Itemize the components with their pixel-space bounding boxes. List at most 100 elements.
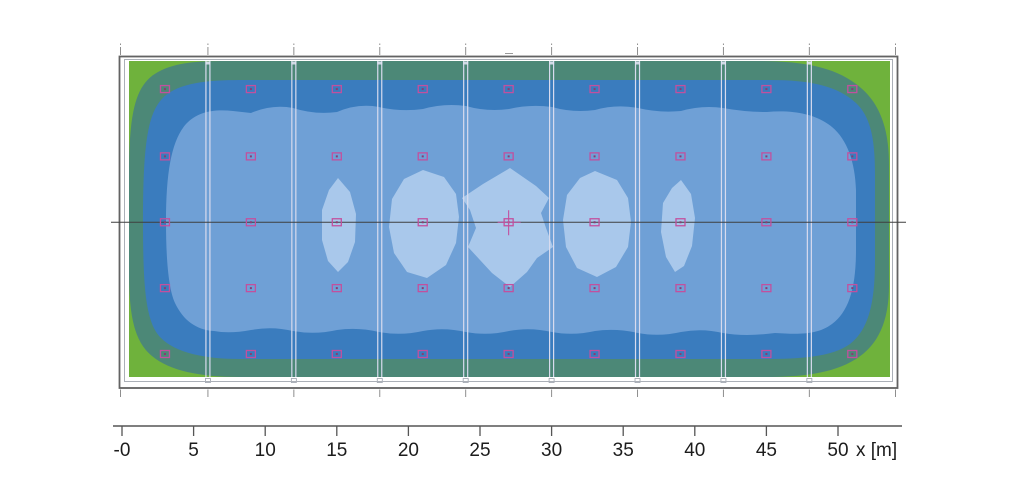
luminaire-center-dot: [421, 88, 424, 91]
luminaire-symbol: [761, 283, 772, 293]
luminaire-symbol: [589, 84, 600, 94]
luminaire-center-dot: [679, 287, 682, 290]
section-line-end-marker: [634, 378, 641, 383]
luminaire-symbol: [503, 349, 514, 359]
luminaire-symbol: [761, 152, 772, 161]
section-line-end-marker: [548, 378, 555, 383]
luminaire-center-dot: [765, 287, 768, 290]
luminaire-symbol: [589, 218, 600, 227]
luminaire-center-dot: [765, 221, 768, 224]
x-axis-tick-label: 45: [756, 440, 777, 461]
luminaire-symbol: [761, 84, 772, 94]
section-line: [720, 61, 727, 383]
section-line: [376, 61, 383, 383]
luminaire-center-dot: [765, 352, 768, 355]
contour-level-5-patch: [322, 178, 356, 272]
luminaire-center-dot: [593, 352, 596, 355]
luminaire-center-dot: [679, 352, 682, 355]
luminaire-center-dot: [851, 287, 854, 290]
luminaire-center-dot: [851, 88, 854, 91]
luminaire-center-dot: [249, 88, 252, 91]
contour-level-5-patch: [462, 168, 553, 287]
luminaire-symbol: [417, 283, 428, 293]
section-line-end-marker: [720, 378, 727, 383]
luminaire-center-dot: [163, 88, 166, 91]
luminaire-center-dot: [163, 221, 166, 224]
section-line: [548, 61, 555, 383]
luminaire-symbol: [417, 152, 428, 161]
room-wall-line: [124, 59, 893, 382]
luminaire-symbol: [589, 349, 600, 359]
luminaire-symbol: [331, 218, 342, 227]
x-axis-tick-label: 30: [541, 440, 562, 461]
section-line-top-cap: [806, 61, 812, 65]
luminaire-symbol: [761, 218, 772, 227]
luminaire-center-dot: [765, 155, 768, 158]
luminaire-center-dot: [335, 352, 338, 355]
luminaire-symbol: [331, 84, 342, 94]
x-axis-tick-label: 50: [827, 440, 848, 461]
luminaire-center-dot: [335, 221, 338, 224]
luminaire-center-dot: [335, 287, 338, 290]
luminaire-symbol: [245, 283, 257, 293]
luminaire-center-dot: [421, 155, 424, 158]
luminaire-symbol: [331, 152, 342, 161]
section-line-top-cap: [291, 61, 297, 65]
luminaire-symbol: [159, 152, 171, 161]
section-line: [205, 61, 211, 383]
x-axis-tick-label: 25: [469, 440, 490, 461]
luminaire-center-dot: [507, 352, 510, 355]
luminaire-symbol: [331, 349, 342, 359]
luminaire-symbol: [675, 349, 686, 359]
section-line-top-cap: [635, 61, 641, 65]
luminaire-symbol: [159, 84, 171, 94]
luminaire-symbol: [675, 283, 686, 293]
luminaire-symbol: [497, 210, 521, 236]
luminaire-symbol: [245, 152, 257, 161]
x-axis-tick-label: 5: [188, 440, 199, 461]
luminaire-symbol: [245, 349, 257, 359]
luminaire-center-dot: [507, 88, 510, 91]
luminaire-symbol: [159, 349, 171, 359]
luminaire-center-dot: [421, 221, 424, 224]
luminaire-symbol: [675, 84, 686, 94]
luminaire-center-dot: [679, 221, 682, 224]
luminaire-symbol: [847, 349, 858, 359]
x-axis-tick-label: 15: [326, 440, 347, 461]
luminaire-symbol: [159, 218, 171, 227]
luminaire-symbol: [417, 218, 428, 227]
luminaire-symbol: [847, 84, 858, 94]
luminaire-symbol: [159, 283, 171, 293]
luminaire-center-dot: [765, 88, 768, 91]
luminaire-symbol: [417, 349, 428, 359]
x-axis-unit-label: x [m]: [856, 440, 897, 461]
section-line-end-marker: [806, 378, 813, 383]
luminaire-symbol: [331, 283, 342, 293]
luminaire-center-dot: [593, 155, 596, 158]
section-lines: [205, 61, 813, 383]
section-line: [806, 61, 813, 383]
luminaire-center-dot: [851, 155, 854, 158]
luminaire-symbol: [245, 84, 257, 94]
luminaire-center-dot: [335, 155, 338, 158]
luminaire-symbol: [503, 152, 514, 161]
luminaire-center-dot: [421, 352, 424, 355]
x-axis-tick-label: -0: [114, 440, 131, 461]
luminaire-center-dot: [249, 352, 252, 355]
luminaire-center-dot: [163, 352, 166, 355]
luminaire-center-dot: [249, 221, 252, 224]
luminaire-center-dot: [421, 287, 424, 290]
luminaire-center-dot: [507, 287, 510, 290]
luminaire-center-dot: [593, 287, 596, 290]
section-line: [634, 61, 641, 383]
luminaire-center-dot: [851, 352, 854, 355]
luminaire-center-dot: [507, 155, 510, 158]
luminaire-symbol: [589, 283, 600, 293]
luminaire-center-dot: [679, 155, 682, 158]
luminaire-center-dot: [679, 88, 682, 91]
luminaire-symbol: [675, 218, 686, 227]
luminaire-center-dot: [163, 287, 166, 290]
luminaire-symbol: [245, 218, 257, 227]
luminaire-symbol: [675, 152, 686, 161]
